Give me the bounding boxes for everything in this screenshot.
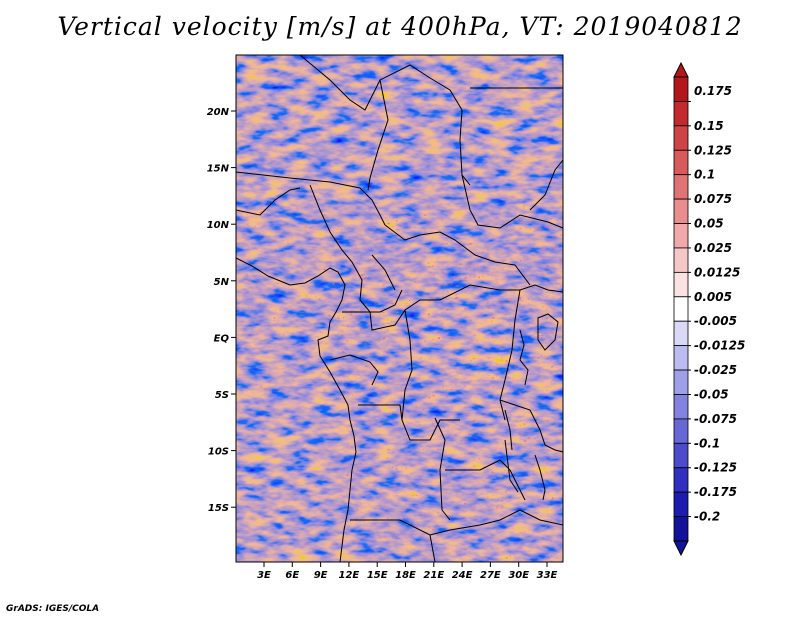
colorbar-label: 0.15: [694, 119, 724, 133]
colorbar-label: 0.005: [694, 290, 732, 304]
colorbar-label: 0.075: [694, 192, 732, 206]
colorbar-swatch: [673, 198, 689, 224]
lat-tick-label: 10S: [208, 447, 229, 458]
colorbar-swatch: [673, 271, 689, 298]
colorbar-label: -0.05: [694, 387, 729, 401]
colorbar-swatch: [673, 394, 689, 420]
colorbar-swatch: [673, 76, 689, 102]
colorbar-label: 0.05: [694, 217, 724, 231]
map-frame: [235, 54, 564, 563]
lon-tick-label: 21E: [423, 570, 444, 581]
colorbar-swatch: [673, 296, 689, 322]
colorbar-label: 0.1: [694, 168, 715, 182]
colorbar-label: 0.0125: [694, 265, 740, 279]
colorbar-label: -0.075: [694, 412, 737, 426]
colorbar-label: 0.125: [694, 143, 732, 157]
colorbar-swatch: [673, 418, 689, 444]
lon-tick-label: 30E: [508, 570, 529, 581]
lat-tick-label: 5N: [214, 277, 230, 288]
colorbar-label: 0.025: [694, 241, 732, 255]
colorbar-swatch: [673, 516, 689, 542]
colorbar-bottom-arrow: [673, 540, 689, 557]
country-borders: [236, 55, 563, 562]
lon-tick-label: 12E: [339, 570, 360, 581]
colorbar: 0.175 0.15 0.125 0.1 0.075 0.05 0.025 0.0125 0.0…: [673, 61, 745, 557]
longitude-axis: 3E 6E 9E 12E 15E 18E 21E 24E 27E 30E 33E: [257, 562, 558, 581]
colorbar-swatch: [673, 467, 689, 493]
lon-tick-label: 3E: [257, 570, 271, 581]
colorbar-swatch: [673, 125, 689, 151]
colorbar-label: -0.005: [694, 314, 737, 328]
lon-tick-label: 9E: [314, 570, 328, 581]
lon-tick-label: 6E: [285, 570, 299, 581]
colorbar-label: -0.025: [694, 363, 737, 377]
colorbar-top-arrow: [673, 61, 689, 78]
colorbar-swatch: [673, 223, 689, 249]
lat-tick-label: 10N: [207, 220, 230, 231]
colorbar-label: -0.2: [694, 510, 720, 524]
latitude-axis: 20N 15N 10N 5N EQ 5S 10S 15S: [207, 107, 236, 514]
colorbar-label: -0.0125: [694, 339, 745, 353]
colorbar-swatch: [673, 345, 689, 371]
colorbar-label: 0.175: [694, 84, 732, 98]
colorbar-label: -0.1: [694, 436, 720, 450]
colorbar-swatch: [673, 149, 689, 176]
colorbar-label: -0.175: [694, 485, 737, 499]
vertical-velocity-field: [236, 55, 563, 562]
colorbar-swatch: [673, 442, 689, 469]
credit-text: GrADS: IGES/COLA: [6, 604, 100, 614]
lat-tick-label: 20N: [207, 107, 230, 118]
lon-tick-label: 33E: [537, 570, 558, 581]
colorbar-swatch: [673, 491, 689, 517]
colorbar-label: -0.125: [694, 461, 737, 475]
lon-tick-label: 27E: [480, 570, 501, 581]
lat-tick-label: EQ: [214, 333, 230, 344]
lat-tick-label: 5S: [215, 390, 229, 401]
lon-tick-label: 18E: [395, 570, 416, 581]
lat-tick-label: 15N: [207, 164, 230, 175]
colorbar-swatch: [673, 320, 689, 347]
lon-tick-label: 15E: [367, 570, 388, 581]
colorbar-swatch: [673, 101, 689, 127]
colorbar-swatch: [673, 247, 689, 273]
colorbar-swatch: [673, 369, 689, 395]
lon-tick-label: 24E: [452, 570, 473, 581]
colorbar-swatch: [673, 174, 689, 200]
chart-title: Vertical velocity [m/s] at 400hPa, VT: 2…: [57, 12, 743, 41]
lat-tick-label: 15S: [208, 503, 229, 514]
